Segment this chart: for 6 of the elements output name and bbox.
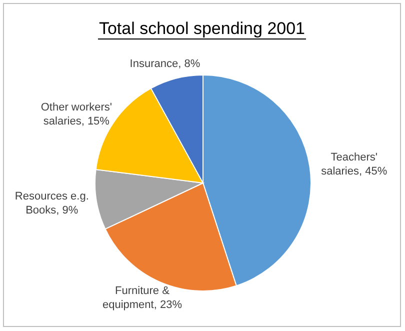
- slice-label: Teachers' salaries, 45%: [321, 152, 388, 178]
- slice-label: Resources e.g. Books, 9%: [14, 190, 89, 216]
- slice-label: Furniture & equipment, 23%: [102, 284, 182, 311]
- slice-label: Insurance, 8%: [130, 58, 200, 70]
- chart-title: Total school spending 2001: [98, 19, 306, 38]
- slice-label: Other workers' salaries, 15%: [40, 101, 112, 128]
